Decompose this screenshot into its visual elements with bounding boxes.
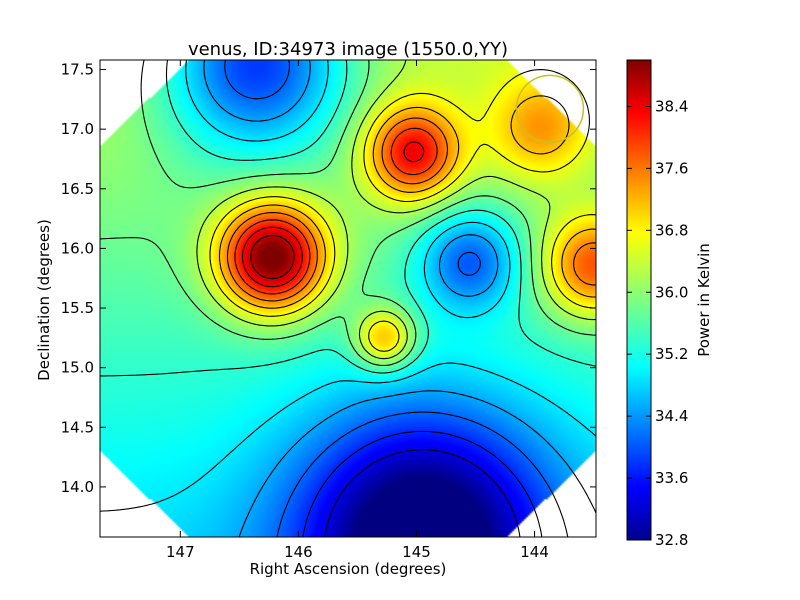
contour-line xyxy=(100,60,596,512)
x-axis: 147 146 145 144 xyxy=(166,60,549,561)
y-axis: 14.0 14.5 15.0 15.5 16.0 16.5 17.0 17.5 xyxy=(61,61,596,496)
x-tick-label: 146 xyxy=(284,543,313,561)
y-tick-label: 14.5 xyxy=(61,418,94,436)
y-tick-label: 16.5 xyxy=(61,180,94,198)
contour-line xyxy=(324,449,521,537)
contour-line xyxy=(250,234,295,280)
contour-line xyxy=(224,60,569,537)
contour-line xyxy=(234,127,438,295)
y-tick-label: 15.5 xyxy=(61,299,94,317)
x-axis-label: Right Ascension (degrees) xyxy=(250,560,447,578)
y-axis-label: Declination (degrees) xyxy=(35,219,53,381)
contour-line xyxy=(218,95,596,309)
contour-line xyxy=(209,69,596,352)
colorbar-tick-label: 32.8 xyxy=(655,531,688,549)
contour-line xyxy=(203,60,596,537)
y-tick-label: 14.0 xyxy=(61,478,94,496)
colorbar-tick-label: 33.6 xyxy=(655,469,688,487)
contour-line xyxy=(226,117,596,302)
contour-line xyxy=(100,60,596,377)
y-tick-label: 15.0 xyxy=(61,359,94,377)
colorbar: 32.8 33.6 34.4 35.2 36.0 36.8 37.6 38.4 Power i… xyxy=(626,59,713,549)
x-tick-label: 145 xyxy=(402,543,431,561)
plot-area xyxy=(99,59,597,538)
contour-line xyxy=(100,60,596,367)
colorbar-ticks: 32.8 33.6 34.4 35.2 36.0 36.8 37.6 38.4 xyxy=(627,97,688,549)
colorbar-label: Power in Kelvin xyxy=(695,243,713,357)
colorbar-frame xyxy=(626,59,652,541)
plot-frame xyxy=(99,59,597,538)
contour-line xyxy=(302,430,543,537)
x-tick-label: 147 xyxy=(166,543,195,561)
contour-line xyxy=(241,141,425,288)
y-tick-label: 17.0 xyxy=(61,120,94,138)
colorbar-tick-label: 34.4 xyxy=(655,407,688,425)
colorbar-tick-label: 37.6 xyxy=(655,159,688,177)
chart-title: venus, ID:34973 image (1550.0,YY) xyxy=(188,39,508,60)
colorbar-gradient xyxy=(627,60,651,540)
colorbar-tick-label: 35.2 xyxy=(655,345,688,363)
colorbar-tick-label: 36.0 xyxy=(655,283,688,301)
contour-line xyxy=(196,60,596,360)
colorbar-tick-label: 38.4 xyxy=(655,97,688,115)
y-tick-label: 17.5 xyxy=(61,61,94,79)
heatmap-image xyxy=(100,60,596,537)
beam-circle xyxy=(515,74,585,144)
contour-lines xyxy=(100,60,596,537)
colorbar-tick-label: 36.8 xyxy=(655,221,688,239)
x-tick-label: 144 xyxy=(520,543,549,561)
y-tick-label: 16.0 xyxy=(61,239,94,257)
